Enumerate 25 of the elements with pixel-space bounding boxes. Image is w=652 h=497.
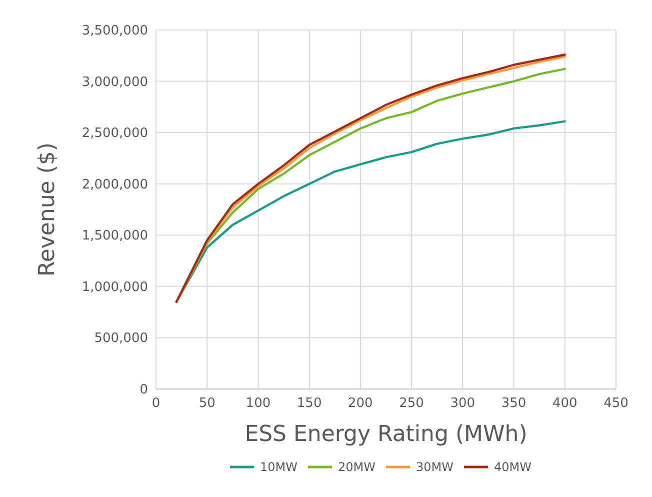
x-tick-label: 150	[296, 396, 322, 411]
x-tick-label: 250	[399, 396, 424, 411]
x-axis-title: ESS Energy Rating (MWh)	[244, 422, 528, 447]
x-tick-label: 400	[552, 396, 578, 411]
legend-label: 10MW	[260, 460, 298, 474]
y-tick-label: 2,000,000	[82, 177, 148, 192]
x-tick-label: 0	[152, 396, 160, 411]
legend-label: 40MW	[494, 460, 532, 474]
x-tick-label: 300	[450, 396, 476, 411]
legend-label: 30MW	[416, 460, 454, 474]
x-tick-label: 350	[501, 396, 526, 411]
y-axis-title: Revenue ($)	[35, 142, 60, 276]
x-tick-label: 200	[348, 396, 373, 411]
y-tick-label: 1,000,000	[82, 280, 148, 295]
line-series	[175, 120, 566, 303]
y-tick-label: 0	[140, 382, 148, 398]
x-tick-label: 450	[604, 396, 628, 411]
y-tick-label: 3,000,000	[82, 74, 148, 90]
y-tick-label: 1,500,000	[82, 228, 148, 244]
legend-label: 20MW	[338, 460, 376, 474]
x-tick-label: 50	[198, 396, 216, 411]
x-tick-label: 100	[246, 396, 271, 411]
y-tick-label: 500,000	[94, 331, 148, 346]
y-tick-label: 3,500,000	[82, 24, 148, 38]
y-tick-label: 2,500,000	[82, 126, 148, 142]
